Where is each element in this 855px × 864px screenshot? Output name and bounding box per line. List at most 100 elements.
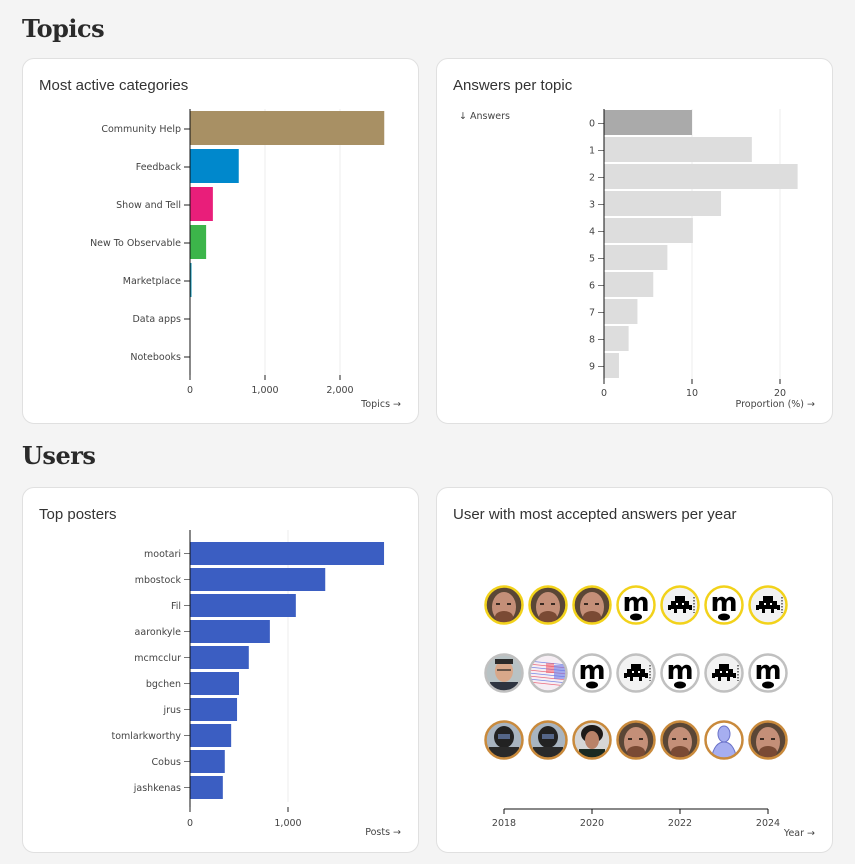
answers-count-label: 6 [589,281,595,292]
x-axis-label: Topics → [360,399,401,410]
avatar-invader[interactable] [748,585,788,625]
poster-name-label: Fil [171,601,181,612]
answers-bar-6[interactable] [604,272,654,297]
top-posters-bar-chart: mootari mbostock Fil aaronkyle mcmcclur bgche… [111,530,401,838]
category-label: Feedback [136,162,182,173]
answers-count-label: 4 [589,227,595,238]
avatar-m-logo[interactable]: m [704,585,744,625]
svg-text:m: m [578,656,605,686]
poster-name-label: tomlarkworthy [111,731,181,742]
answers-count-label: 5 [589,254,595,265]
avatar-photo-helmet[interactable] [484,720,524,761]
bar-new-to-observable[interactable] [190,225,207,259]
category-label: Show and Tell [116,200,181,211]
section-title-topics: Topics [22,14,105,43]
answers-count-label: 7 [589,308,595,319]
answers-bar-2[interactable] [604,164,798,189]
avatar-photo-bearded[interactable] [748,720,788,760]
x-tick-label: 1,000 [251,385,278,396]
avatar-invader[interactable] [660,585,700,625]
poster-bar-fil[interactable] [190,594,296,617]
avatar-photo-helmet[interactable] [528,720,568,761]
year-tick-label: 2022 [668,818,692,829]
avatar-photo-bearded[interactable] [484,585,524,625]
top-posters-card: Top posters mootari mbostock Fil aaronkyle m… [22,487,419,853]
x-tick-label: 20 [774,388,786,399]
answers-bar-7[interactable] [604,299,638,324]
svg-text:m: m [622,588,649,618]
svg-text:m: m [710,588,737,618]
answers-count-label: 8 [589,335,595,346]
bar-marketplace[interactable] [190,263,192,297]
avatar-photo-glasses[interactable] [484,653,524,694]
x-tick-label: 0 [187,385,193,396]
poster-name-label: aaronkyle [135,627,182,638]
poster-name-label: mcmcclur [134,653,181,664]
avatar-pattern-red-blue[interactable] [528,653,568,693]
card-title: User with most accepted answers per year [453,506,737,523]
poster-bar-cobus[interactable] [190,750,225,773]
bar-show-and-tell[interactable] [190,187,213,221]
poster-bar-jrus[interactable] [190,698,238,721]
most-active-categories-card: Most active categories Community Help Fee… [22,58,419,424]
poster-bar-jashkenas[interactable] [190,776,223,799]
poster-bar-aaronkyle[interactable] [190,620,270,643]
poster-bar-mbostock[interactable] [190,568,326,591]
answers-bar-3[interactable] [604,191,722,216]
avatar-m-logo[interactable]: m [748,653,788,693]
answers-count-label: 2 [589,173,595,184]
x-axis-label: Posts → [365,827,401,838]
section-title-users: Users [22,441,96,470]
poster-name-label: bgchen [146,679,181,690]
x-tick-label: 1,000 [274,818,301,829]
answers-bar-1[interactable] [604,137,752,162]
avatar-photo-bearded[interactable] [660,720,700,760]
bar-community-help[interactable] [190,111,385,145]
x-tick-label: 2,000 [326,385,353,396]
poster-name-label: jashkenas [133,783,181,794]
answers-bar-0[interactable] [604,110,692,135]
answers-bar-9[interactable] [604,353,619,378]
avatar-photo-curly[interactable] [572,720,612,761]
avatar-invader[interactable] [616,653,656,693]
avatar-photo-bearded[interactable] [616,720,656,760]
year-tick-label: 2018 [492,818,516,829]
answers-count-label: 0 [589,119,595,130]
avatar-silhouette[interactable] [704,720,744,760]
poster-name-label: mbostock [135,575,182,586]
answers-bar-4[interactable] [604,218,693,243]
category-label: Data apps [132,314,181,325]
card-title: Most active categories [39,77,189,94]
x-tick-label: 0 [601,388,607,399]
x-axis-label: Proportion (%) → [736,399,815,410]
bar-feedback[interactable] [190,149,239,183]
avatar-photo-bearded[interactable] [572,585,612,625]
poster-bar-bgchen[interactable] [190,672,239,695]
answers-per-topic-card: Answers per topic ↓ Answers 0 1 2 3 4 5 6 7 8 9 0 10… [436,58,833,424]
category-label: Marketplace [123,276,181,287]
answers-bar-8[interactable] [604,326,629,351]
avatar-m-logo[interactable]: m [572,653,612,693]
answers-bar-5[interactable] [604,245,668,270]
avatar-m-logo[interactable]: m [616,585,656,625]
categories-bar-chart: Community Help Feedback Show and Tell New T… [90,109,401,410]
answers-count-label: 3 [589,200,595,211]
avatar-invader[interactable] [704,653,744,693]
year-tick-label: 2020 [580,818,604,829]
avatar-photo-bearded[interactable] [528,585,568,625]
svg-text:m: m [666,656,693,686]
poster-bar-tomlarkworthy[interactable] [190,724,232,747]
category-label: Notebooks [130,352,181,363]
poster-bar-mootari[interactable] [190,542,385,565]
y-axis-label: ↓ Answers [459,111,510,122]
card-title: Top posters [39,506,117,523]
answers-count-label: 9 [589,362,595,373]
card-title: Answers per topic [453,77,573,94]
accepted-answers-card: User with most accepted answers per year… [436,487,833,853]
svg-text:m: m [754,656,781,686]
poster-name-label: mootari [144,549,181,560]
x-axis-label: Year → [783,828,815,839]
poster-bar-mcmcclur[interactable] [190,646,249,669]
avatar-m-logo[interactable]: m [660,653,700,693]
